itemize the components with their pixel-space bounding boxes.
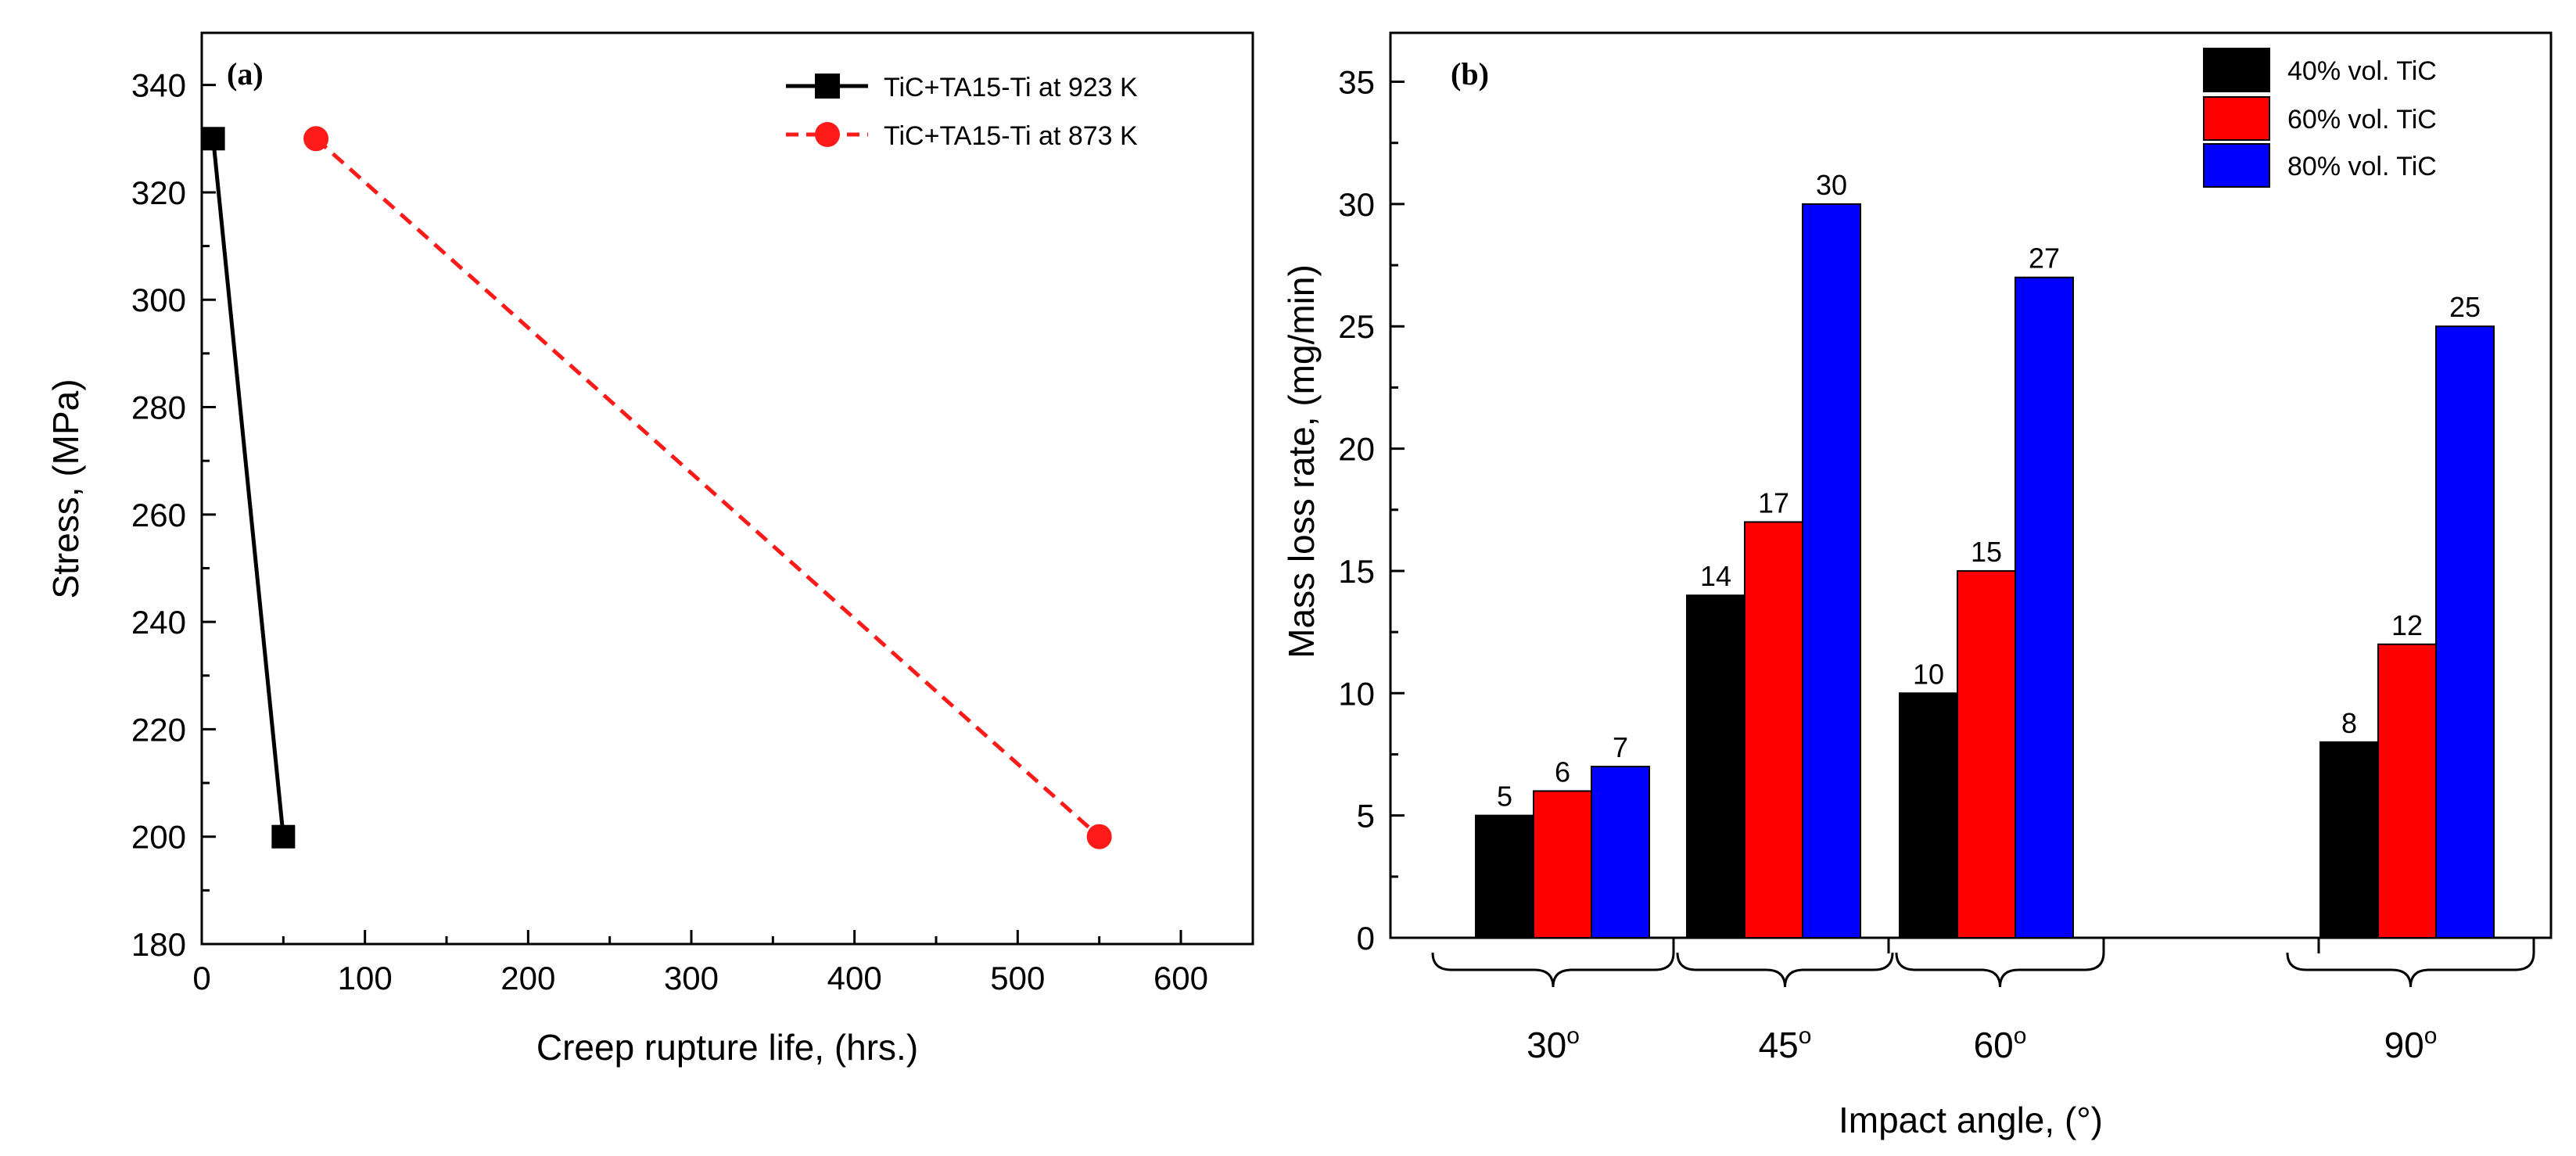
y-tick-label: 25 xyxy=(1338,308,1375,345)
category-label-degree: o xyxy=(1566,1023,1580,1049)
bar-value-label: 8 xyxy=(2341,707,2357,739)
legend-box-black xyxy=(2203,48,2270,92)
legend-box-blue xyxy=(2203,143,2270,188)
x-tick-label: 500 xyxy=(990,960,1045,996)
legend-marker-circle xyxy=(815,122,840,147)
legend-label-40: 40% vol. TiC xyxy=(2287,56,2437,86)
legend-label-60: 60% vol. TiC xyxy=(2287,105,2437,135)
data-point-square xyxy=(201,127,225,151)
mass-loss-x-axis-label: Impact angle, (°) xyxy=(1839,1100,2103,1140)
bar-value-label: 10 xyxy=(1913,658,1944,690)
y-tick-label: 30 xyxy=(1338,186,1375,223)
legend-marker-square xyxy=(815,74,840,99)
category-brace xyxy=(1895,952,2105,988)
category-label-degree: o xyxy=(2014,1023,2027,1049)
y-tick-label: 220 xyxy=(131,711,186,748)
creep-series-layer xyxy=(201,126,1112,849)
bar-value-label: 30 xyxy=(1816,169,1847,201)
bar-40-vol-tic xyxy=(1475,814,1534,939)
y-tick-label: 0 xyxy=(1357,920,1375,957)
x-tick-label: 0 xyxy=(192,960,210,996)
bar-80-vol-tic xyxy=(1591,766,1650,939)
bar-40-vol-tic xyxy=(1686,594,1745,939)
creep-legend: TiC+TA15-Ti at 923 K TiC+TA15-Ti at 873 … xyxy=(786,73,1138,151)
y-tick-label: 15 xyxy=(1338,553,1375,590)
x-tick-label: 100 xyxy=(338,960,393,996)
bar-60-vol-tic xyxy=(1533,790,1592,939)
category-label-value: 90 xyxy=(2384,1025,2424,1065)
bar-40-vol-tic xyxy=(2319,741,2379,939)
creep-x-axis-label: Creep rupture life, (hrs.) xyxy=(536,1027,918,1068)
bar-value-label: 25 xyxy=(2449,291,2481,323)
y-tick-label: 320 xyxy=(131,174,186,211)
y-tick-label: 20 xyxy=(1338,431,1375,468)
y-tick-label: 5 xyxy=(1357,798,1375,835)
category-label-value: 60 xyxy=(1974,1025,2014,1065)
y-tick-label: 260 xyxy=(131,497,186,533)
creep-y-axis-label: Stress, (MPa) xyxy=(45,379,86,598)
y-tick-label: 180 xyxy=(131,926,186,963)
bar-60-vol-tic xyxy=(2377,643,2437,939)
y-tick-label: 35 xyxy=(1338,64,1375,101)
y-tick-label: 340 xyxy=(131,67,186,104)
mass-loss-bars-layer: 5 6 7 14 17 30 10 15 27 8 12 25 xyxy=(1475,169,2495,939)
category-label-value: 30 xyxy=(1527,1025,1566,1065)
mass-loss-legend: 40% vol. TiC 60% vol. TiC 80% vol. TiC xyxy=(2203,48,2437,188)
bar-80-vol-tic xyxy=(1802,203,1861,939)
creep-chart-panel: 0 100 200 300 400 500 600 180 200 220 240 260 280 300… xyxy=(45,31,1254,1068)
category-label: 45o xyxy=(1759,1023,1812,1065)
y-tick-label: 10 xyxy=(1338,675,1375,712)
category-label: 60o xyxy=(1974,1023,2027,1065)
bar-80-vol-tic xyxy=(2015,276,2074,939)
category-braces: 30o 45o 60o 90o xyxy=(1431,952,2535,1065)
x-tick-label: 300 xyxy=(664,960,719,996)
legend-label-923k: TiC+TA15-Ti at 923 K xyxy=(884,73,1138,102)
x-tick-label: 200 xyxy=(500,960,555,996)
bar-value-label: 7 xyxy=(1613,731,1628,763)
y-tick-label: 300 xyxy=(131,282,186,318)
category-label-value: 45 xyxy=(1759,1025,1799,1065)
x-tick-label: 400 xyxy=(827,960,882,996)
category-label-degree: o xyxy=(2424,1023,2438,1049)
mass-loss-y-axis-label: Mass loss rate, (mg/min) xyxy=(1281,264,1322,659)
data-point-circle xyxy=(303,126,329,152)
mass-loss-axes: 0 5 10 15 20 25 30 35 xyxy=(1338,64,2535,957)
bar-40-vol-tic xyxy=(1899,692,1958,939)
legend-box-red xyxy=(2203,96,2270,141)
bar-value-label: 17 xyxy=(1758,486,1789,519)
y-tick-label: 280 xyxy=(131,390,186,426)
creep-axes: 0 100 200 300 400 500 600 180 200 220 240 260 280 300… xyxy=(131,67,1208,996)
category-label-degree: o xyxy=(1799,1023,1812,1049)
series-line-923k xyxy=(211,138,285,837)
category-brace xyxy=(1431,952,1675,988)
bar-value-label: 6 xyxy=(1555,756,1570,788)
data-point-circle xyxy=(1086,824,1112,849)
y-tick-label: 200 xyxy=(131,819,186,856)
category-label: 90o xyxy=(2384,1023,2438,1065)
bar-60-vol-tic xyxy=(1957,569,2016,939)
bar-60-vol-tic xyxy=(1744,521,1803,939)
category-brace xyxy=(2286,952,2535,988)
y-tick-label: 240 xyxy=(131,604,186,641)
panel-a-label: (a) xyxy=(227,56,264,92)
category-brace xyxy=(1676,952,1894,988)
data-point-square xyxy=(271,824,296,849)
bar-value-label: 12 xyxy=(2391,609,2423,641)
series-line-873k xyxy=(314,137,1101,838)
bar-value-label: 14 xyxy=(1700,560,1731,592)
bar-value-label: 15 xyxy=(1971,536,2002,568)
mass-loss-x-axis-label-text: Impact angle, (°) xyxy=(1839,1100,2103,1140)
panel-b-label: (b) xyxy=(1451,56,1489,92)
legend-label-80: 80% vol. TiC xyxy=(2287,152,2437,181)
bar-80-vol-tic xyxy=(2435,325,2495,939)
creep-plot-frame xyxy=(200,31,1254,946)
bar-value-label: 5 xyxy=(1497,781,1512,813)
legend-label-873k: TiC+TA15-Ti at 873 K xyxy=(884,121,1138,151)
bar-value-label: 27 xyxy=(2029,242,2060,275)
x-tick-label: 600 xyxy=(1153,960,1208,996)
category-label: 30o xyxy=(1527,1023,1580,1065)
